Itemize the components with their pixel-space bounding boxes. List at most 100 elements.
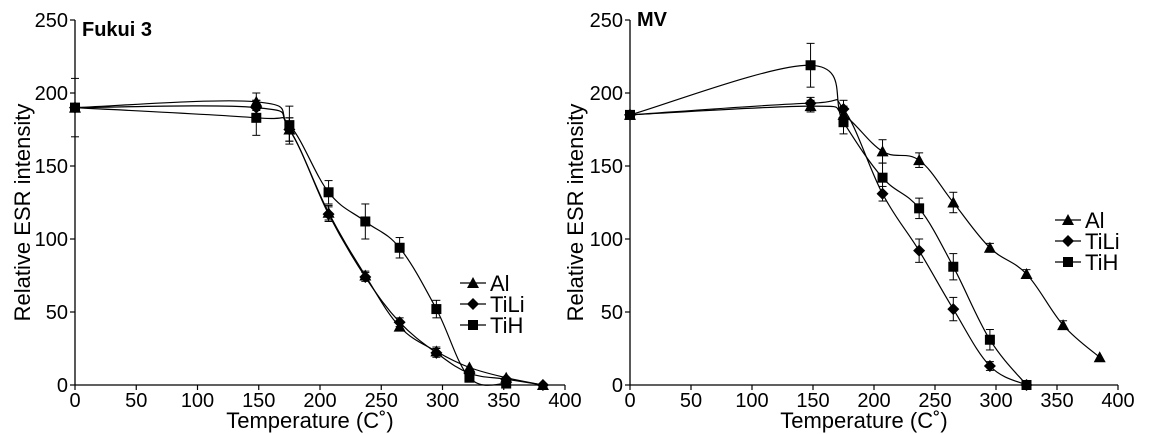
x-tick-label: 350: [487, 390, 520, 412]
point-square: [948, 261, 959, 272]
point-diamond: [837, 103, 850, 116]
x-tick-label: 350: [1040, 390, 1073, 412]
point-square: [284, 120, 295, 131]
point-triangle: [876, 145, 889, 157]
panel-2: 0 50 100 150 200 250 300 350 400050100150200250T…: [563, 9, 1135, 433]
point-square: [360, 216, 371, 227]
x-tick-label: 100: [181, 390, 214, 412]
x-tick-label: 150: [242, 390, 275, 412]
legend-marker-square: [468, 320, 478, 330]
series-al: [624, 99, 1106, 363]
series-tili: [69, 99, 549, 391]
x-tick-label: 400: [548, 390, 581, 412]
y-tick-label: 150: [35, 156, 68, 178]
legend-marker-diamond: [467, 298, 479, 310]
x-tick-label: 250: [365, 390, 398, 412]
point-diamond: [876, 187, 889, 200]
series-tih: [70, 77, 512, 389]
x-tick-label: 200: [857, 390, 890, 412]
x-tick-label: 150: [796, 390, 829, 412]
legend-marker-triangle: [467, 277, 479, 288]
y-tick-label: 50: [601, 302, 623, 324]
legend-label: TiLi: [1085, 229, 1120, 254]
point-square: [838, 117, 849, 128]
point-square: [984, 334, 995, 345]
series-line: [629, 64, 1027, 386]
point-square: [251, 112, 262, 123]
x-tick-label: 400: [1101, 390, 1134, 412]
point-diamond: [393, 316, 406, 329]
series-line: [629, 105, 1101, 358]
series-tih: [625, 42, 1032, 390]
y-tick-label: 50: [46, 302, 68, 324]
legend-marker-diamond: [1062, 235, 1074, 247]
point-triangle: [913, 154, 926, 166]
y-tick-label: 0: [57, 375, 68, 397]
legend-marker-triangle: [1062, 214, 1074, 225]
series-line: [74, 100, 544, 386]
panel-title: MV: [637, 9, 668, 31]
legend-label: Al: [490, 271, 510, 296]
x-tick-label: 100: [735, 390, 768, 412]
point-square: [431, 304, 442, 315]
y-tick-label: 250: [35, 10, 68, 32]
series-al: [69, 92, 549, 390]
point-square: [625, 109, 635, 120]
point-square: [805, 60, 816, 71]
y-tick-label: 200: [35, 83, 68, 105]
point-square: [501, 378, 512, 389]
series-line: [74, 105, 544, 386]
point-diamond: [913, 244, 926, 257]
y-axis-label: Relative ESR intensity: [563, 104, 588, 322]
y-tick-label: 150: [590, 156, 623, 178]
series-line: [74, 107, 507, 386]
point-triangle: [1057, 319, 1070, 331]
point-triangle: [1093, 351, 1106, 363]
point-square: [914, 203, 925, 214]
legend-label: TiLi: [490, 292, 525, 317]
point-square: [1021, 380, 1032, 390]
point-diamond: [804, 97, 817, 110]
x-tick-label: 50: [680, 390, 702, 412]
y-tick-label: 0: [612, 375, 623, 397]
point-diamond: [536, 379, 549, 391]
point-square: [70, 102, 80, 113]
series-line: [629, 99, 1027, 386]
x-tick-label: 250: [918, 390, 951, 412]
x-axis-label: Temperature (C˚): [226, 408, 393, 433]
legend-label: Al: [1085, 208, 1105, 233]
point-square: [877, 172, 888, 183]
point-square: [323, 187, 334, 198]
panel-title: Fukui 3: [82, 19, 152, 41]
legend-marker-square: [1063, 257, 1073, 267]
y-tick-label: 100: [590, 229, 623, 251]
y-tick-label: 100: [35, 229, 68, 251]
point-diamond: [430, 346, 443, 359]
legend-label: TiH: [490, 313, 523, 338]
y-tick-label: 200: [590, 83, 623, 105]
x-tick-label: 200: [303, 390, 336, 412]
point-diamond: [983, 360, 996, 373]
point-triangle: [463, 361, 476, 373]
x-tick-label: 0: [624, 390, 635, 412]
point-triangle: [983, 241, 996, 253]
point-diamond: [322, 208, 335, 221]
point-diamond: [947, 303, 960, 316]
point-square: [464, 372, 475, 383]
x-axis-label: Temperature (C˚): [780, 408, 947, 433]
x-tick-label: 50: [125, 390, 147, 412]
legend-label: TiH: [1085, 250, 1118, 275]
y-axis-label: Relative ESR intensity: [10, 104, 35, 322]
point-square: [394, 242, 405, 253]
point-diamond: [359, 270, 372, 283]
x-tick-label: 0: [69, 390, 80, 412]
point-triangle: [947, 196, 960, 208]
panel-1: 0 50 100 150 200 250 300 350 400050100150200250T…: [10, 10, 582, 433]
x-tick-label: 300: [979, 390, 1012, 412]
x-tick-label: 300: [426, 390, 459, 412]
y-tick-label: 250: [590, 10, 623, 32]
point-triangle: [1020, 268, 1033, 280]
